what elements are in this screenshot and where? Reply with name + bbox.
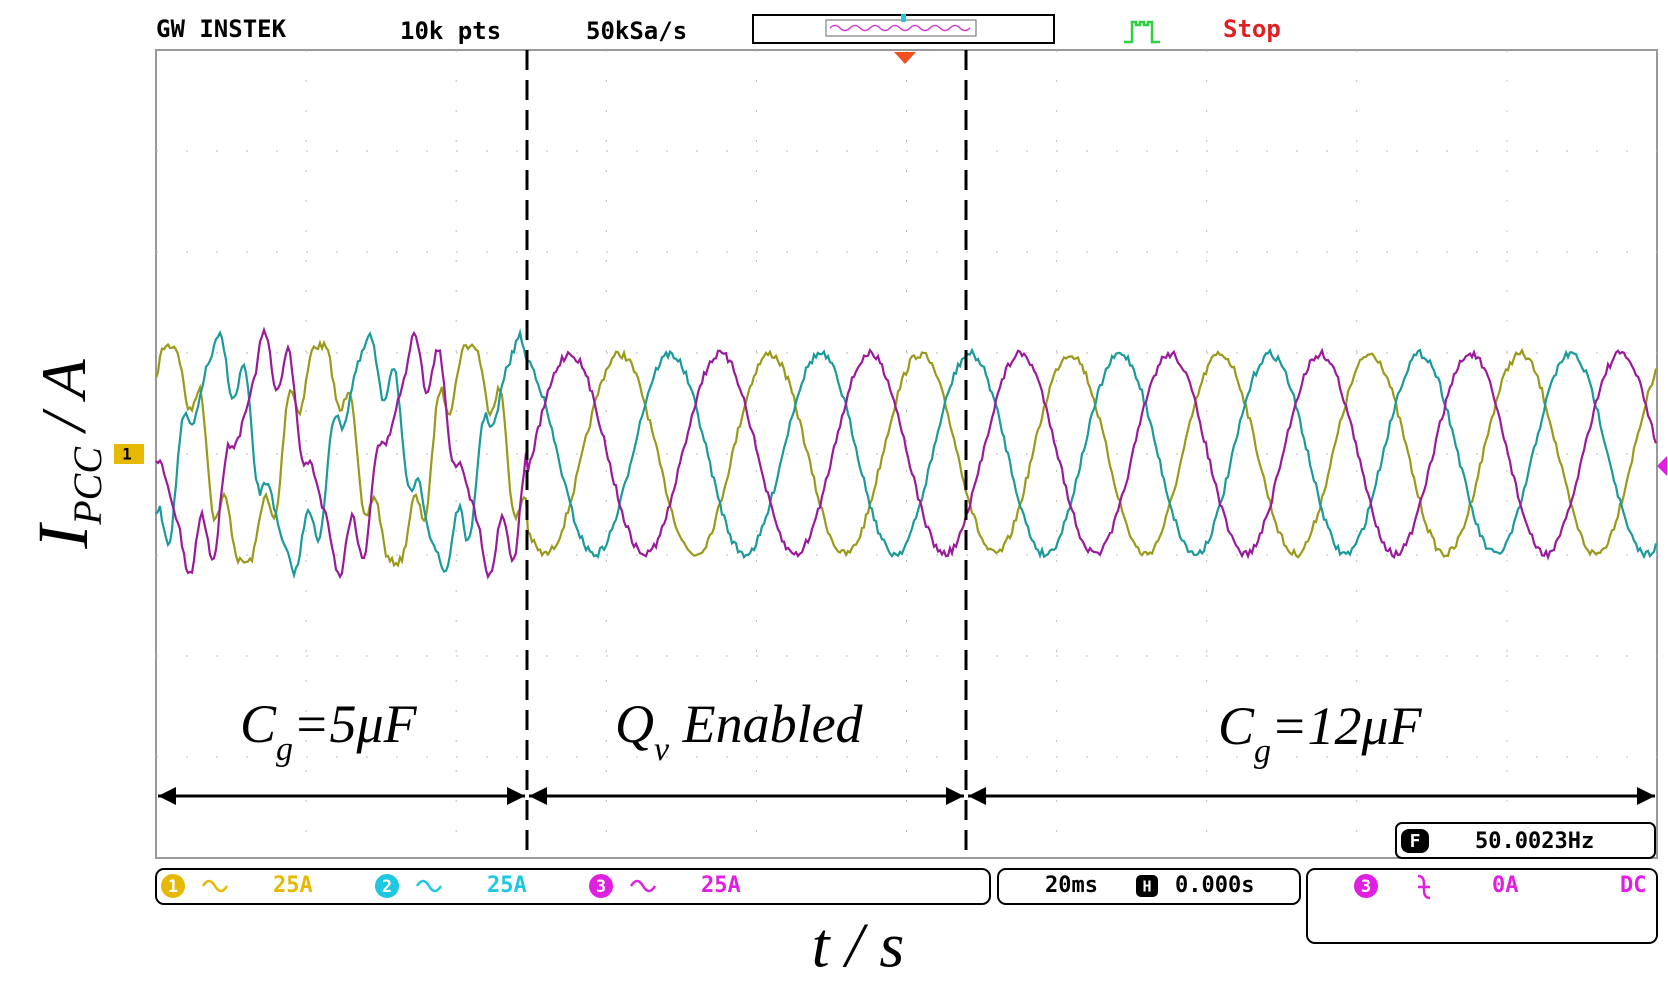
waveform (155, 328, 1658, 580)
annotation-subscript: g (276, 731, 293, 768)
channel-icon (375, 874, 399, 898)
memory-preview (829, 24, 971, 32)
annotation-text: =5μF (293, 694, 418, 754)
waveforms (154, 326, 1658, 580)
trigger-level: 0A (1492, 873, 1519, 898)
y-label-subscript: PCC (65, 446, 110, 526)
trigger-source-icon (1354, 874, 1378, 898)
y-label-rest: / A (28, 358, 99, 447)
channel-number: 3 (596, 877, 606, 897)
memory: 10k pts (400, 17, 501, 45)
trigger-icon (1124, 20, 1160, 44)
frequency-label: F (1410, 831, 1421, 852)
channel-icon (161, 874, 185, 898)
channel-icon (589, 874, 613, 898)
view-marker (901, 14, 906, 22)
channel-number: 1 (168, 877, 178, 897)
run-status: Stop (1223, 15, 1281, 43)
timebase-scale: 20ms (1045, 873, 1098, 898)
coupling-icon (629, 879, 657, 893)
annotation: Cg=5μF (240, 694, 418, 767)
channel-number: 2 (382, 877, 392, 897)
trigger-coupling: DC (1620, 873, 1647, 898)
frequency-box (1395, 822, 1656, 859)
coupling-icon (415, 879, 443, 893)
annotation-symbol: C (240, 694, 277, 754)
channel-bar (155, 868, 991, 905)
annotation-subscript: g (1254, 733, 1271, 770)
brand: GW INSTEK (156, 15, 287, 43)
horizontal-icon-label: H (1142, 878, 1151, 896)
coupling-icon (201, 879, 229, 893)
channel-scale: 25A (273, 873, 313, 898)
frequency-value: 50.0023Hz (1475, 829, 1594, 854)
annotation-text: Enabled (669, 694, 863, 754)
channel-list: 1 25A 2 25A 3 25A (161, 873, 741, 898)
y-axis-label: IPCC / A (23, 358, 111, 549)
ground-marker: 1 (122, 445, 132, 464)
ground-marker-box (114, 444, 144, 464)
trigger-source: 3 (1361, 877, 1371, 897)
y-label-main: I (23, 522, 103, 550)
annotation: Qv Enabled (615, 694, 864, 767)
waveform (154, 339, 1658, 568)
x-axis-label: t / s (812, 910, 904, 981)
annotation-symbol: C (1218, 696, 1255, 756)
trigger-box (1306, 868, 1658, 944)
waveform (155, 326, 1658, 580)
sample-rate: 50kSa/s (586, 17, 687, 45)
annotation-text: =12μF (1271, 696, 1423, 756)
annotation-subscript: v (654, 731, 670, 768)
frequency-icon (1401, 829, 1429, 853)
channel-scale: 25A (701, 873, 741, 898)
annotation-symbol: Q (615, 694, 654, 754)
trigger-position (894, 52, 916, 64)
horizontal-icon (1136, 875, 1158, 897)
annotation: Cg=12μF (1218, 696, 1423, 769)
trigger-slope (1417, 874, 1431, 900)
trigger-level-marker (1657, 456, 1667, 476)
timebase-position: 0.000s (1175, 873, 1254, 898)
channel-scale: 25A (487, 873, 527, 898)
